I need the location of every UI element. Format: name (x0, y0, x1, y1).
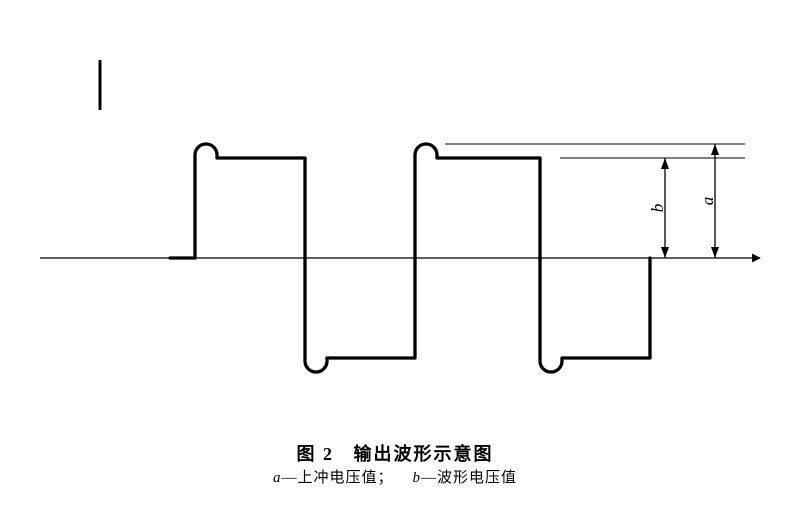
dimension-b: b (648, 158, 669, 258)
figure-caption-title: 图 2 输出波形示意图 (0, 440, 790, 466)
waveform-diagram: a b 图 2 输出波形示意图 a—上冲电压值； b—波形电压值 (0, 0, 790, 508)
caption-block: 图 2 输出波形示意图 a—上冲电压值； b—波形电压值 (0, 440, 790, 487)
legend-b: b—波形电压值 (413, 470, 518, 486)
dimension-a: a (698, 144, 719, 258)
caption-text: 输出波形示意图 (354, 444, 494, 464)
svg-text:a: a (698, 197, 717, 206)
svg-text:b: b (648, 204, 667, 213)
diagram-svg: a b (0, 0, 790, 508)
figure-caption-legend: a—上冲电压值； b—波形电压值 (0, 466, 790, 487)
caption-number: 图 2 (297, 444, 335, 464)
legend-a: a—上冲电压值； (273, 470, 394, 486)
